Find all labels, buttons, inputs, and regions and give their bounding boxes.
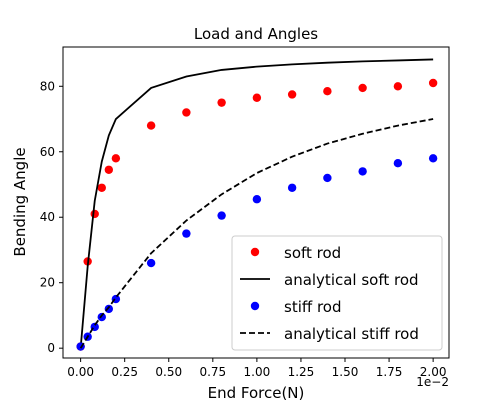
series-soft-rod-point	[111, 154, 121, 163]
series-soft-rod-point	[393, 82, 403, 91]
x-tick-label: 0.00	[67, 365, 94, 379]
x-axis-label: End Force(N)	[208, 384, 305, 400]
series-soft-rod-point	[104, 165, 114, 174]
plot-area	[76, 58, 438, 351]
series-stiff-rod-point	[323, 173, 332, 183]
series-stiff-rod-point	[146, 258, 156, 268]
x-tick-label: 1.75	[376, 365, 403, 379]
y-tick-label: 60	[40, 145, 55, 159]
x-tick-label: 1.00	[244, 365, 271, 379]
series-analytical-stiff-rod-line	[79, 118, 434, 349]
x-tick-label: 0.25	[111, 365, 138, 379]
series-soft-rod-point	[358, 83, 367, 93]
chart-title: Load and Angles	[194, 25, 318, 43]
series-soft-rod-point	[146, 121, 156, 130]
series-stiff-rod-point	[252, 195, 262, 204]
y-tick-label: 20	[40, 276, 55, 290]
legend-analytical-stiff-rod-label: analytical stiff rod	[284, 325, 419, 343]
y-axis-label: Bending Angle	[11, 147, 29, 256]
series-soft-rod-point	[252, 93, 262, 102]
x-tick-label: 0.75	[199, 365, 226, 379]
series-stiff-rod-point	[393, 159, 403, 168]
x-tick-label: 1.50	[332, 365, 359, 379]
series-stiff-rod-point	[358, 167, 367, 176]
series-soft-rod-point	[287, 90, 297, 99]
x-axis: 0.00 0.25 0.50 0.75 1.00 1.25 1.50 1.75 2.00	[67, 358, 446, 379]
y-tick-label: 0	[47, 341, 55, 355]
legend-stiff-rod-swatch	[250, 301, 260, 311]
series-stiff-rod-point	[287, 183, 297, 192]
legend-box	[231, 235, 443, 351]
series-stiff-rod-point	[217, 211, 226, 220]
series-soft-rod-point	[97, 183, 106, 192]
legend-soft-rod-swatch	[250, 247, 260, 257]
x-axis-offset-text: 1e−2	[416, 375, 449, 389]
y-tick-label: 80	[40, 79, 55, 93]
y-axis: 0 20 40 60 80	[40, 79, 63, 355]
legend-stiff-rod-label: stiff rod	[284, 298, 342, 316]
series-analytical-soft-rod-line	[79, 58, 434, 349]
y-tick-label: 40	[40, 210, 55, 224]
series-stiff-rod-point	[97, 312, 106, 322]
series-soft-rod-point	[182, 108, 191, 117]
plot-frame	[62, 46, 450, 359]
x-tick-label: 1.25	[288, 365, 315, 379]
x-tick-label: 2.00	[420, 365, 447, 379]
series-stiff-rod-point	[182, 229, 191, 238]
series-soft-rod-point	[428, 78, 438, 88]
series-stiff-rod-point	[428, 154, 438, 163]
legend: soft rod analytical soft rod stiff rod anal…	[231, 235, 443, 351]
series-soft-rod-point	[323, 86, 332, 96]
series-soft-rod-point	[217, 98, 226, 107]
legend-analytical-soft-rod-label: analytical soft rod	[284, 271, 419, 289]
x-tick-label: 0.50	[155, 365, 182, 379]
series-soft-rod-point	[90, 209, 99, 219]
legend-soft-rod-label: soft rod	[284, 244, 341, 262]
